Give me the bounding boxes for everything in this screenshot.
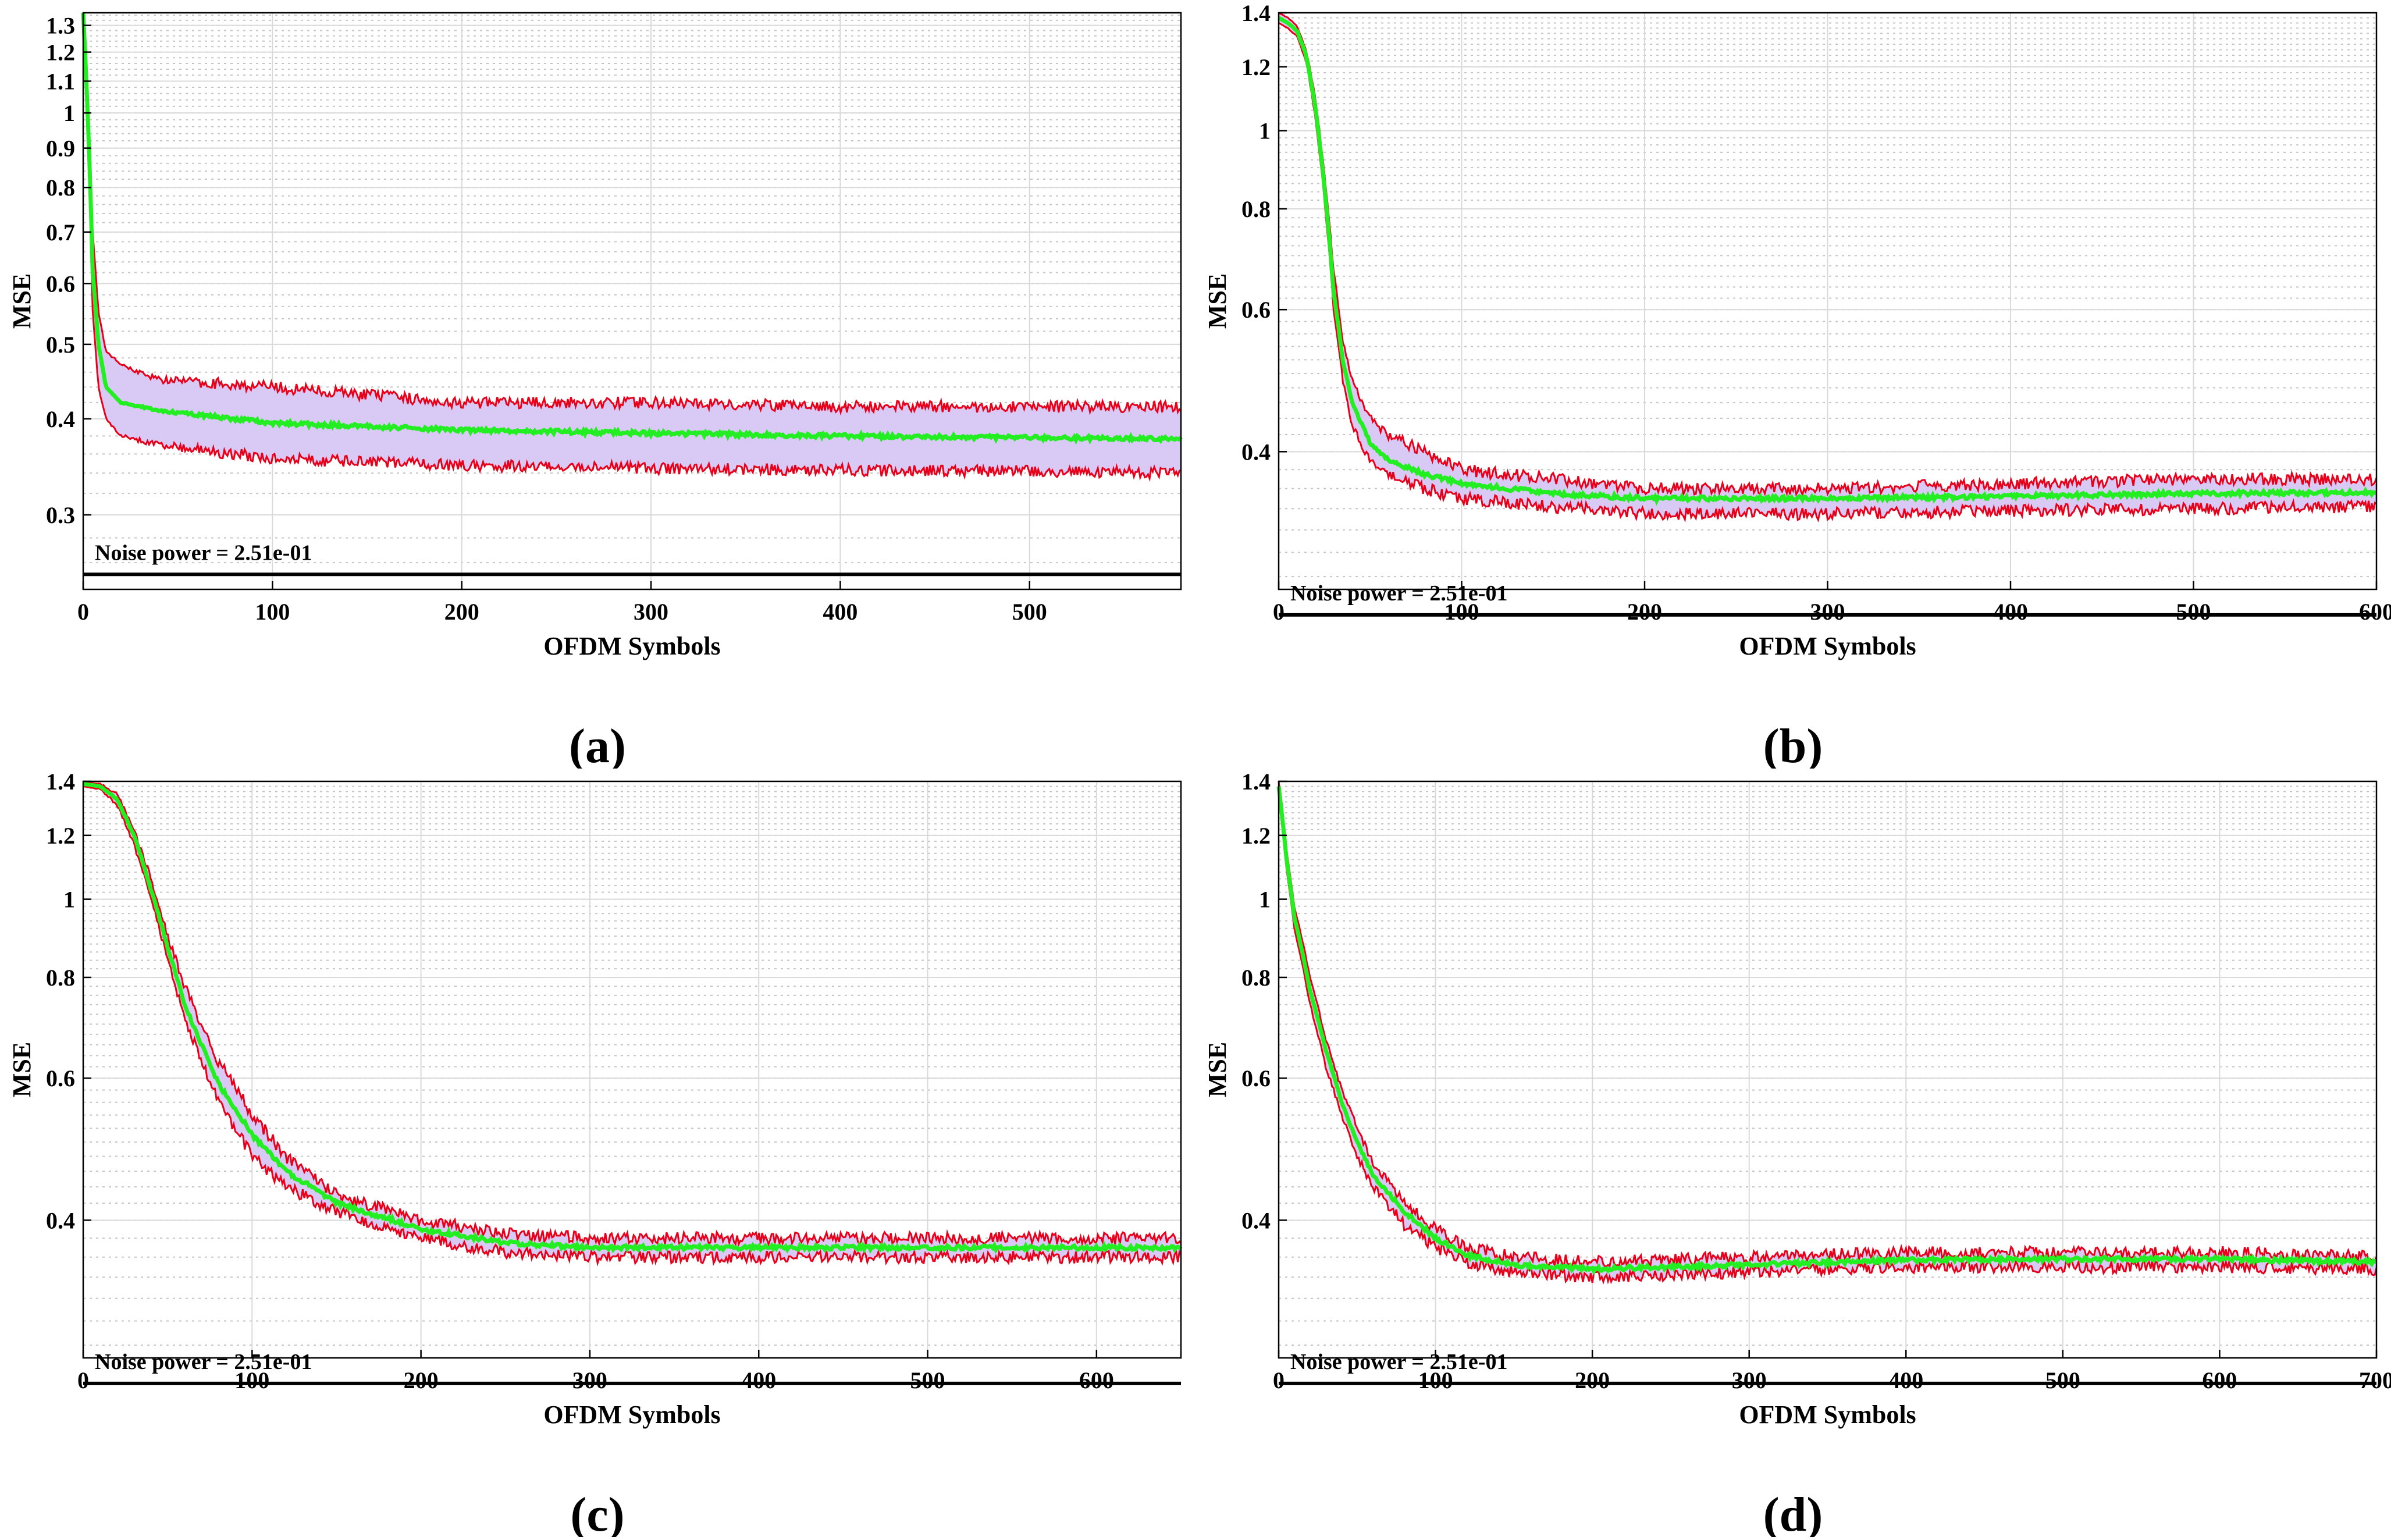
x-tick-label: 400 xyxy=(1993,599,2028,625)
noise-power-label: Noise power = 2.51e-01 xyxy=(95,540,312,565)
x-tick-label: 500 xyxy=(2045,1367,2080,1393)
x-tick-label: 500 xyxy=(2176,599,2211,625)
x-tick-label: 300 xyxy=(572,1367,607,1393)
series-lower-bound xyxy=(83,785,1182,1267)
y-tick-label: 0.4 xyxy=(1241,1207,1271,1233)
y-tick-label: 1 xyxy=(63,887,75,913)
chart-d: Noise power = 2.51e-010 100 200 300 400 500 60… xyxy=(1203,769,2391,1540)
y-axis-label: MSE xyxy=(1203,1042,1232,1097)
x-tick-label: 200 xyxy=(1627,599,1662,625)
x-tick-label: 0 xyxy=(77,1367,89,1393)
y-tick-label: 0.9 xyxy=(46,136,75,162)
x-tick-label: 400 xyxy=(823,599,858,625)
x-axis-label: OFDM Symbols xyxy=(1739,632,1916,660)
y-tick-label: 1 xyxy=(63,100,75,126)
x-tick-label: 400 xyxy=(741,1367,776,1393)
y-tick-label: 0.8 xyxy=(46,175,75,201)
panel-label: (d) xyxy=(1763,1488,1823,1537)
y-tick-label: 0.8 xyxy=(1241,965,1271,991)
noise-power-label: Noise power = 2.51e-01 xyxy=(1290,1350,1507,1374)
chart-panel-d: Noise power = 2.51e-01 0 100 200 300 400 500 60… xyxy=(1195,769,2391,1540)
chart-panel-c: Noise power = 2.51e-01 0 100 200 300 400 500 60… xyxy=(0,769,1195,1540)
y-tick-label: 1.2 xyxy=(1241,823,1271,849)
plot-area xyxy=(83,13,1181,589)
y-tick-label: 1.2 xyxy=(1241,54,1271,80)
x-tick-label: 0 xyxy=(1273,599,1285,625)
y-tick-label: 1 xyxy=(1259,118,1271,144)
y-tick-label: 1.3 xyxy=(46,13,75,39)
x-tick-label: 500 xyxy=(910,1367,945,1393)
y-tick-label: 1.4 xyxy=(1241,769,1271,795)
x-axis-label: OFDM Symbols xyxy=(543,1400,720,1429)
axes-frame xyxy=(82,780,1182,1359)
x-tick-label: 0 xyxy=(77,599,89,625)
x-tick-label: 300 xyxy=(1810,599,1845,625)
axes-frame xyxy=(82,12,1182,591)
series-mean xyxy=(1276,786,2378,1275)
x-tick-label: 300 xyxy=(634,599,668,625)
y-tick-label: 1 xyxy=(1259,887,1271,913)
x-axis-label: OFDM Symbols xyxy=(1739,1400,1916,1429)
series-mean xyxy=(1278,16,2377,506)
x-tick-label: 600 xyxy=(2202,1367,2237,1393)
x-tick-label: 600 xyxy=(1079,1367,1114,1393)
y-tick-label: 0.4 xyxy=(46,1207,75,1233)
y-tick-label: 0.5 xyxy=(46,332,75,358)
series-upper-bound xyxy=(82,12,1182,416)
chart-c: Noise power = 2.51e-010 100 200 300 400 500 60… xyxy=(8,769,1183,1540)
chart-panel-a: Noise power = 2.51e-01 0 100 200 300 400 500 0.… xyxy=(0,0,1195,773)
x-tick-label: 100 xyxy=(255,599,290,625)
y-tick-label: 1.4 xyxy=(1241,0,1271,26)
y-tick-label: 0.4 xyxy=(1241,439,1271,465)
y-tick-label: 1.2 xyxy=(46,40,75,66)
series-upper-bound xyxy=(1278,12,2378,497)
axes-frame xyxy=(1278,780,2378,1359)
y-tick-label: 0.6 xyxy=(46,271,75,297)
y-axis-label: MSE xyxy=(1203,273,1232,329)
y-tick-label: 0.8 xyxy=(46,965,75,991)
x-tick-label: 200 xyxy=(404,1367,439,1393)
x-tick-label: 100 xyxy=(1418,1367,1453,1393)
noise-power-label: Noise power = 2.51e-01 xyxy=(1290,581,1507,606)
y-axis-label: MSE xyxy=(8,1042,36,1097)
series-upper-bound xyxy=(83,780,1182,1247)
chart-panel-b: Noise power = 2.51e-01 0 100 200 300 400 500 60… xyxy=(1195,0,2391,773)
y-tick-label: 1.2 xyxy=(46,823,75,849)
x-tick-label: 200 xyxy=(1575,1367,1610,1393)
x-axis-label: OFDM Symbols xyxy=(543,632,720,660)
series-mean xyxy=(81,12,1183,445)
x-tick-label: 0 xyxy=(1273,1367,1285,1393)
plot-area xyxy=(83,781,1181,1358)
x-tick-label: 400 xyxy=(1888,1367,1923,1393)
y-tick-label: 0.8 xyxy=(1241,196,1271,222)
x-tick-label: 100 xyxy=(1444,599,1479,625)
chart-b: Noise power = 2.51e-010 100 200 300 400 500 60… xyxy=(1203,0,2391,773)
y-tick-label: 1.1 xyxy=(46,69,75,95)
chart-a: Noise power = 2.51e-01 0 100 200 300 400 500 0.… xyxy=(8,12,1183,773)
x-tick-label: 500 xyxy=(1012,599,1047,625)
y-tick-label: 0.3 xyxy=(46,502,75,528)
y-tick-label: 0.6 xyxy=(1241,297,1271,323)
series-mean xyxy=(83,781,1183,1254)
y-tick-label: 0.6 xyxy=(46,1065,75,1091)
x-tick-label: 600 xyxy=(2359,599,2391,625)
x-tick-label: 100 xyxy=(234,1367,269,1393)
y-tick-label: 0.4 xyxy=(46,406,75,432)
confidence-band xyxy=(83,13,1181,479)
x-tick-label: 700 xyxy=(2359,1367,2391,1393)
noise-power-label: Noise power = 2.51e-01 xyxy=(95,1350,312,1374)
y-tick-label: 0.6 xyxy=(1241,1065,1271,1091)
x-tick-label: 300 xyxy=(1732,1367,1767,1393)
confidence-band xyxy=(1279,13,2376,520)
x-tick-label: 200 xyxy=(444,599,479,625)
panel-label: (a) xyxy=(569,719,626,769)
series-lower-bound xyxy=(82,12,1182,482)
panel-label: (b) xyxy=(1763,719,1823,769)
series-lower-bound xyxy=(1278,22,2377,523)
y-tick-label: 0.7 xyxy=(46,219,75,246)
grid xyxy=(1278,781,2377,1358)
panel-label: (c) xyxy=(570,1488,624,1537)
y-axis-label: MSE xyxy=(8,273,36,329)
y-tick-label: 1.4 xyxy=(46,769,75,795)
